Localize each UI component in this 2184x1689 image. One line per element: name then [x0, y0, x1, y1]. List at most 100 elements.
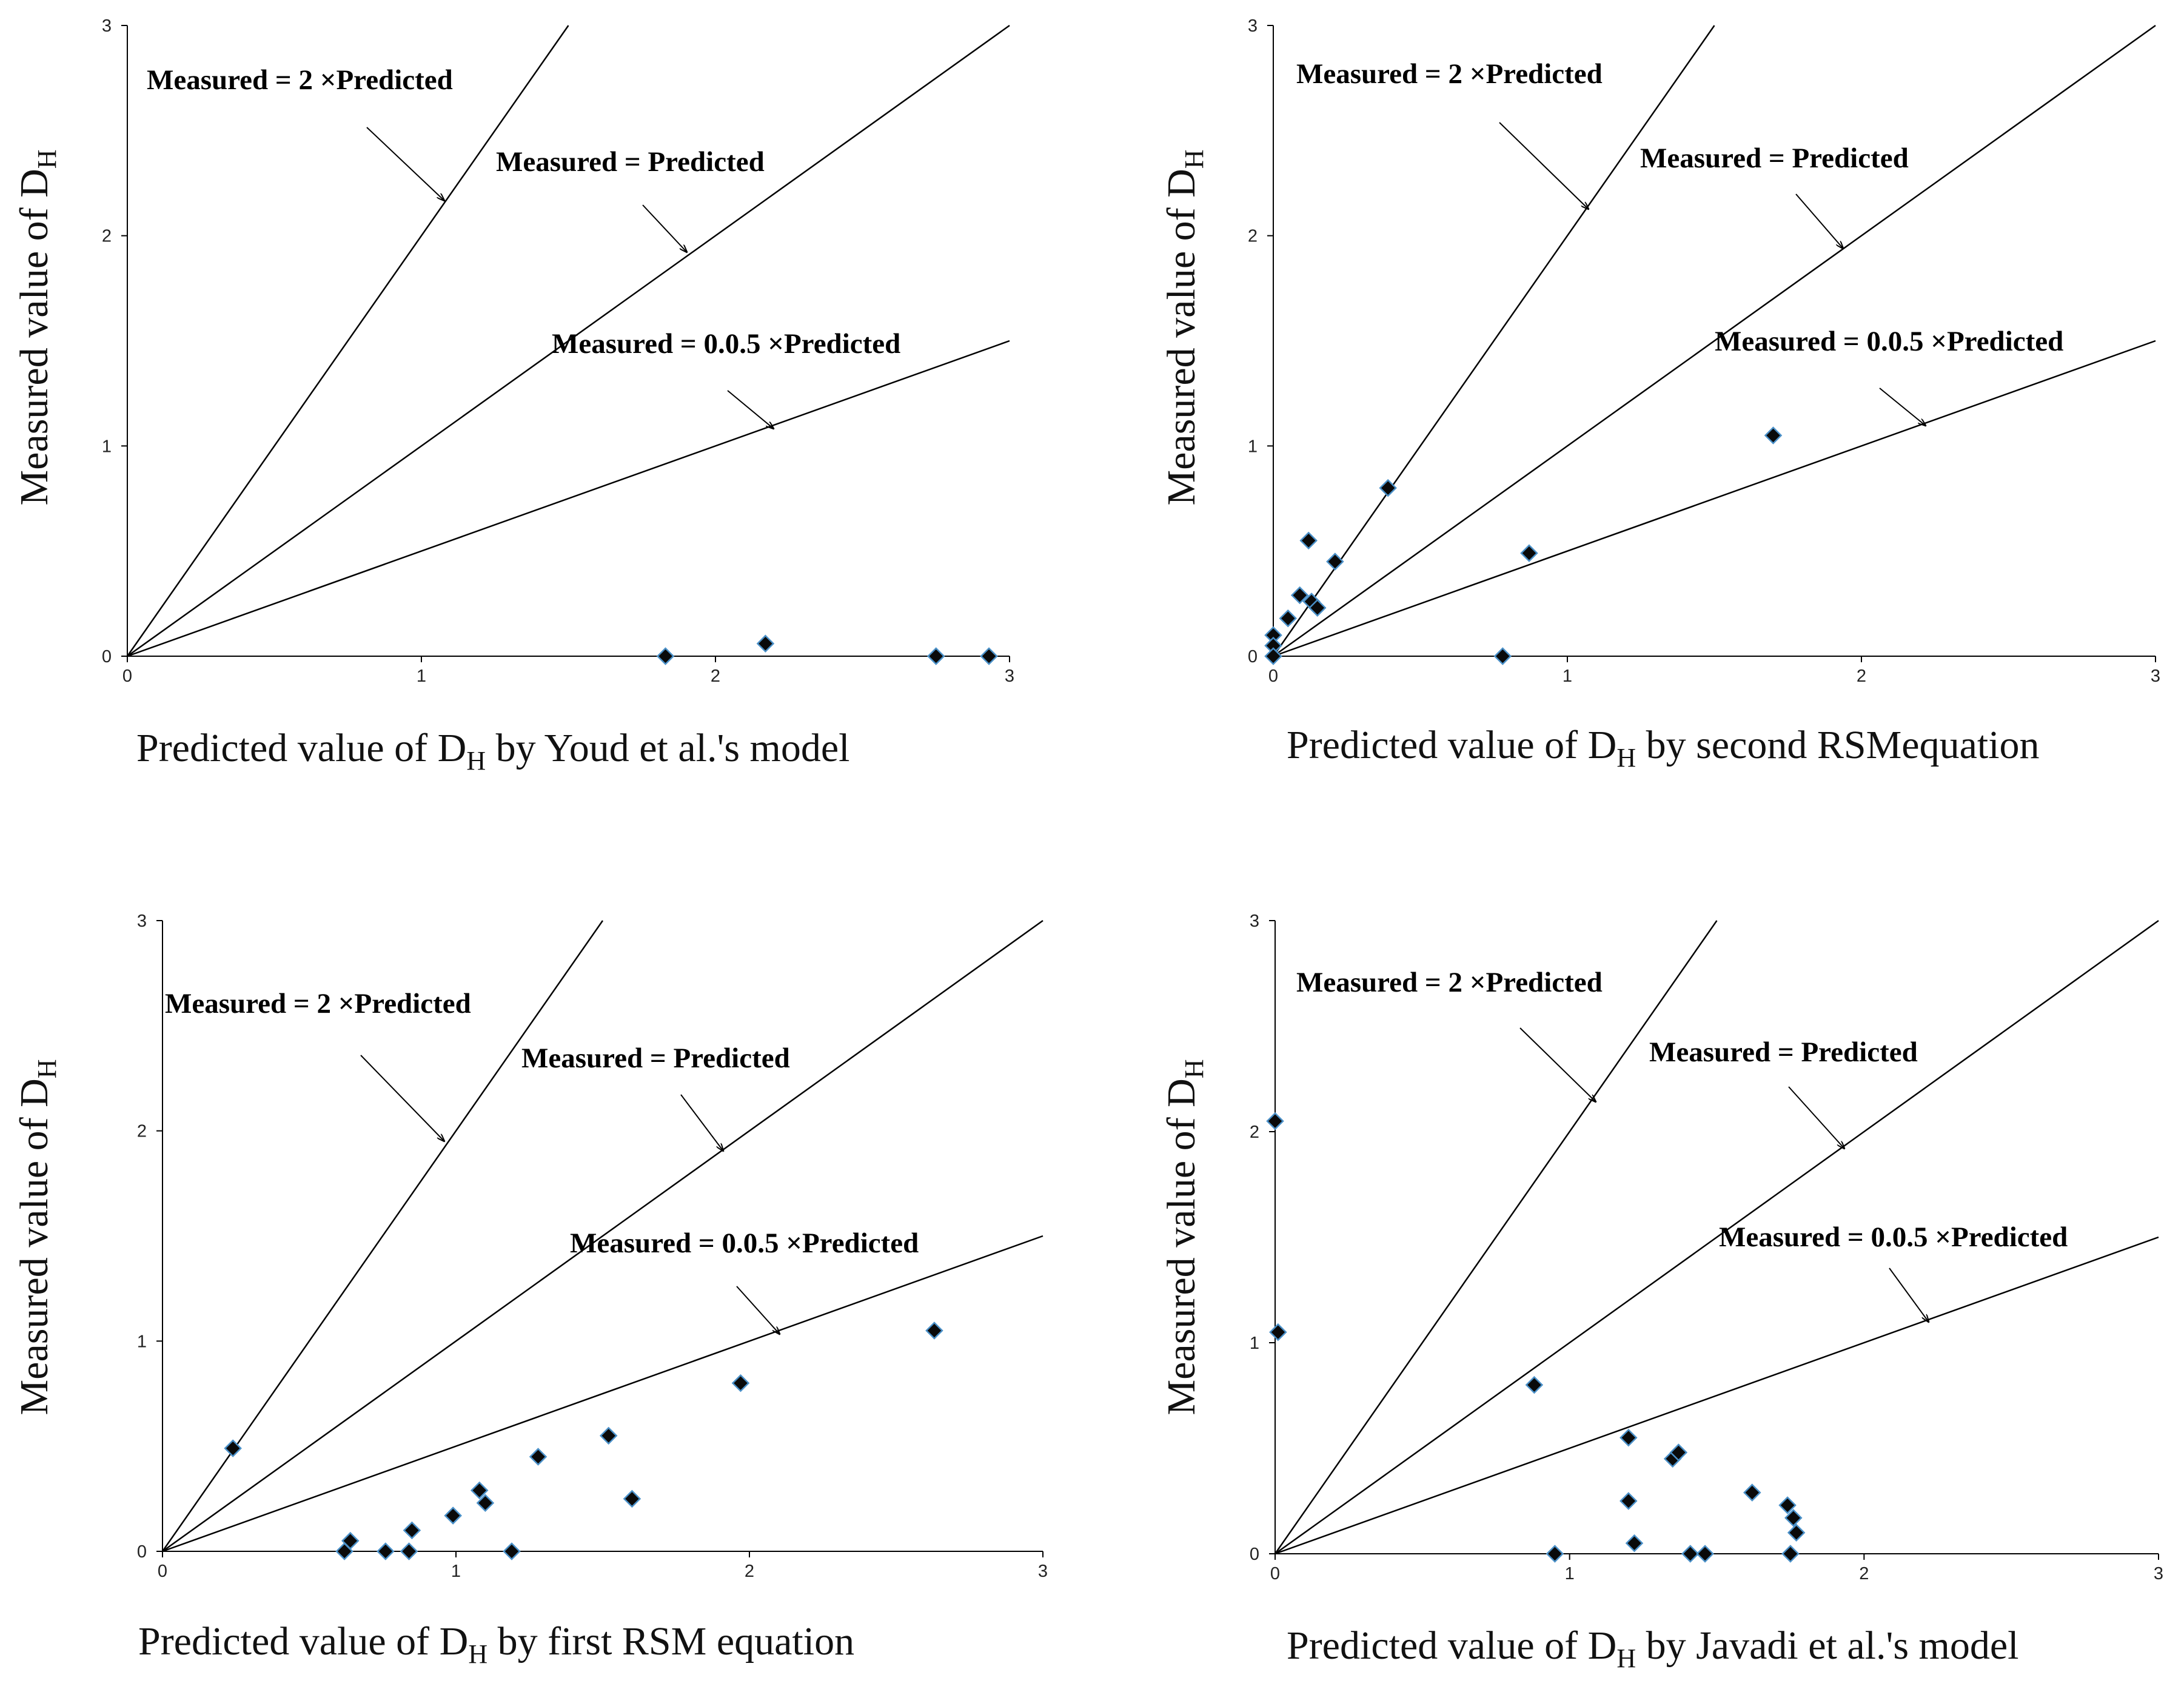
- y-tick-label: 3: [137, 912, 147, 931]
- annotation-label: Measured = 2 ×Predicted: [1296, 967, 1603, 998]
- panel-bottom-right: 0 1 2 3 0 1 2 3 Measured = 2 ×Predicted Measured …: [1159, 912, 2163, 1673]
- data-point: [529, 1448, 548, 1466]
- x-tick-label: 1: [1565, 1564, 1575, 1583]
- data-point: [623, 1489, 641, 1508]
- reference-line: [127, 24, 1010, 657]
- annotation-arrow: [680, 1094, 723, 1151]
- x-tick-label: 1: [417, 667, 426, 686]
- data-point: [1764, 426, 1783, 445]
- annotation-label: Measured = 0.0.5 ×Predicted: [1719, 1221, 2068, 1253]
- data-point: [403, 1521, 421, 1540]
- data-point: [400, 1542, 418, 1560]
- y-tick-label: 0: [137, 1542, 147, 1562]
- data-point: [224, 1439, 242, 1457]
- reference-line: [162, 1235, 1043, 1553]
- x-axis-title: Predicted value of DH by second RSMequat…: [1287, 723, 2040, 773]
- x-tick-label: 2: [1859, 1564, 1869, 1583]
- annotation-arrow: [1499, 122, 1589, 209]
- data-point: [1493, 647, 1512, 665]
- annotation-label: Measured = 2 ×Predicted: [147, 64, 453, 96]
- data-point: [926, 647, 945, 665]
- data-point: [1681, 1545, 1700, 1563]
- y-axis-title: Measured value of DH: [12, 1059, 62, 1415]
- y-tick-label: 0: [1248, 647, 1258, 667]
- y-tick-label: 1: [1250, 1334, 1259, 1353]
- panel-top-left: 0 1 2 3 0 1 2 3 Measured = 2 ×Predicted Measured …: [12, 16, 1014, 776]
- data-point: [1546, 1545, 1564, 1563]
- y-tick-label: 2: [1248, 227, 1258, 246]
- data-point: [925, 1321, 943, 1340]
- data-point: [1787, 1523, 1806, 1542]
- data-point: [1326, 552, 1344, 571]
- data-point: [341, 1531, 360, 1550]
- data-point: [377, 1542, 395, 1560]
- data-point: [1379, 478, 1397, 497]
- data-point: [1778, 1496, 1797, 1514]
- annotation-arrow: [736, 1286, 780, 1334]
- y-tick-label: 2: [1250, 1123, 1259, 1142]
- annotation-label: Measured = 2 ×Predicted: [165, 988, 471, 1019]
- data-point: [599, 1426, 618, 1445]
- x-tick-label: 3: [1005, 667, 1014, 686]
- data-point: [1290, 586, 1309, 605]
- y-tick-label: 0: [1250, 1545, 1259, 1564]
- y-tick-label: 1: [137, 1332, 147, 1351]
- data-point: [1269, 1323, 1287, 1341]
- annotation-label: Measured = 0.0.5 ×Predicted: [570, 1227, 919, 1259]
- panel-bottom-left: 0 1 2 3 0 1 2 3 Measured = 2 ×Predicted Measured …: [12, 912, 1048, 1669]
- x-axis-title: Predicted value of DH by Youd et al.'s m…: [136, 726, 850, 776]
- annotation-arrow: [360, 1055, 444, 1141]
- annotation-arrow: [727, 390, 774, 429]
- x-tick-label: 2: [711, 667, 720, 686]
- data-point: [1525, 1375, 1544, 1394]
- y-axis-title: Measured value of DH: [1159, 149, 1209, 505]
- x-tick-label: 2: [745, 1562, 754, 1581]
- y-tick-label: 3: [1248, 16, 1258, 36]
- annotation-arrow: [1795, 193, 1843, 249]
- y-tick-label: 0: [102, 647, 112, 667]
- x-tick-label: 2: [1857, 667, 1866, 686]
- data-point: [1620, 1428, 1638, 1447]
- annotation-arrow: [1788, 1086, 1844, 1149]
- x-tick-label: 1: [451, 1562, 461, 1581]
- data-point: [1743, 1483, 1761, 1502]
- x-tick-label: 3: [2151, 667, 2160, 686]
- data-point: [1696, 1545, 1714, 1563]
- x-tick-label: 0: [122, 667, 132, 686]
- reference-line: [126, 25, 569, 657]
- x-tick-label: 3: [1038, 1562, 1048, 1581]
- annotation-label: Measured = 2 ×Predicted: [1296, 58, 1603, 90]
- annotation-label: Measured = Predicted: [521, 1043, 790, 1074]
- data-point: [1669, 1443, 1688, 1462]
- reference-line: [1273, 340, 2156, 657]
- x-tick-label: 3: [2154, 1564, 2163, 1583]
- data-point: [444, 1506, 462, 1525]
- data-point: [980, 647, 998, 665]
- annotation-label: Measured = 0.0.5 ×Predicted: [1715, 326, 2063, 357]
- data-point: [1266, 1112, 1284, 1130]
- annotation-label: Measured = Predicted: [496, 146, 765, 178]
- data-point: [470, 1481, 489, 1500]
- x-tick-label: 0: [158, 1562, 167, 1581]
- annotation-arrow: [1879, 388, 1926, 426]
- y-axis-title: Measured value of DH: [12, 149, 62, 505]
- annotation-label: Measured = Predicted: [1649, 1036, 1918, 1068]
- y-tick-label: 3: [1250, 912, 1259, 931]
- data-point: [756, 634, 775, 653]
- data-point: [656, 647, 675, 665]
- data-point: [503, 1542, 521, 1560]
- annotation-arrow: [366, 127, 444, 201]
- x-axis-title: Predicted value of DH by Javadi et al.'s…: [1287, 1624, 2019, 1673]
- annotation-arrow: [642, 204, 687, 252]
- y-axis-title: Measured value of DH: [1159, 1059, 1209, 1415]
- annotation-label: Measured = 0.0.5 ×Predicted: [552, 328, 900, 360]
- reference-line: [1275, 1236, 2159, 1555]
- data-point: [1279, 609, 1298, 628]
- data-point: [476, 1494, 495, 1513]
- x-tick-label: 0: [1268, 667, 1278, 686]
- data-point: [1308, 599, 1327, 617]
- y-tick-label: 3: [102, 16, 112, 36]
- x-axis-title: Predicted value of DH by first RSM equat…: [138, 1619, 854, 1669]
- annotation-arrow: [1889, 1268, 1929, 1322]
